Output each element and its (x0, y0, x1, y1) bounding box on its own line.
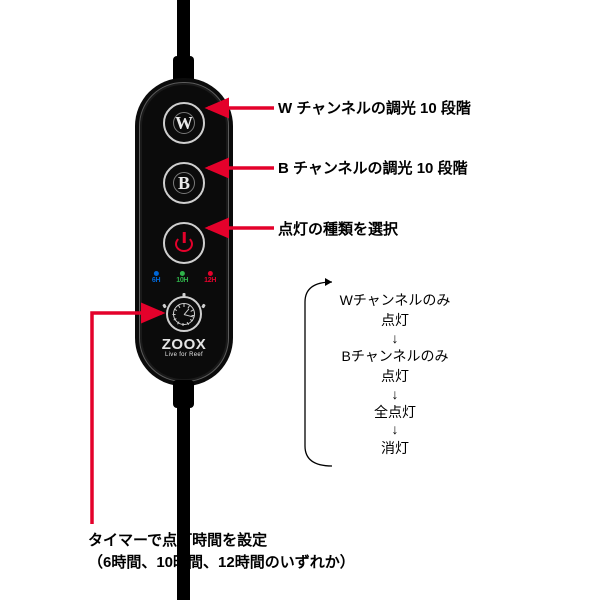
overlay-svg (0, 0, 600, 600)
brand-name: ZOOX (135, 336, 233, 353)
label-timer-line1: タイマーで点灯時間を設定 (88, 532, 267, 549)
led-row: 6H 10H 12H (152, 271, 216, 284)
diagram-stage: W B 6H 10H 12H (0, 0, 600, 600)
cycle-down-arrow-icon: ↓ (325, 387, 465, 402)
label-b-channel: B チャンネルの調光 10 段階 (278, 157, 468, 178)
label-timer: タイマーで点灯時間を設定 （6時間、10時間、12時間のいずれか） (88, 530, 355, 574)
cycle-line: Bチャンネルのみ (325, 346, 465, 366)
label-timer-line2: （6時間、10時間、12時間のいずれか） (88, 554, 355, 571)
w-button[interactable]: W (163, 102, 205, 144)
label-w-channel: W チャンネルの調光 10 段階 (278, 97, 471, 118)
led-12h: 12H (204, 271, 216, 284)
b-button[interactable]: B (163, 162, 205, 204)
brand-tagline: Live for Reef (135, 352, 233, 358)
cycle-return-arrowhead-icon (325, 278, 332, 286)
led-10h: 10H (176, 271, 188, 284)
cycle-down-arrow-icon: ↓ (325, 331, 465, 346)
brand: ZOOX Live for Reef (135, 336, 233, 358)
label-light-type: 点灯の種類を選択 (278, 218, 398, 239)
led-6h: 6H (152, 271, 160, 284)
cycle-line: 全点灯 (325, 402, 465, 422)
clock-icon (173, 303, 195, 325)
remote-controller: W B 6H 10H 12H (135, 78, 233, 386)
timer-button[interactable] (166, 296, 202, 332)
cycle-line: 点灯 (325, 310, 465, 330)
power-button[interactable] (163, 222, 205, 264)
cycle-down-arrow-icon: ↓ (325, 422, 465, 437)
cycle-sequence: Wチャンネルのみ 点灯 ↓ Bチャンネルのみ 点灯 ↓ 全点灯 ↓ 消灯 (325, 290, 465, 458)
cycle-line: Wチャンネルのみ (325, 290, 465, 310)
cycle-line: 消灯 (325, 438, 465, 458)
cycle-line: 点灯 (325, 366, 465, 386)
power-icon (175, 234, 193, 252)
